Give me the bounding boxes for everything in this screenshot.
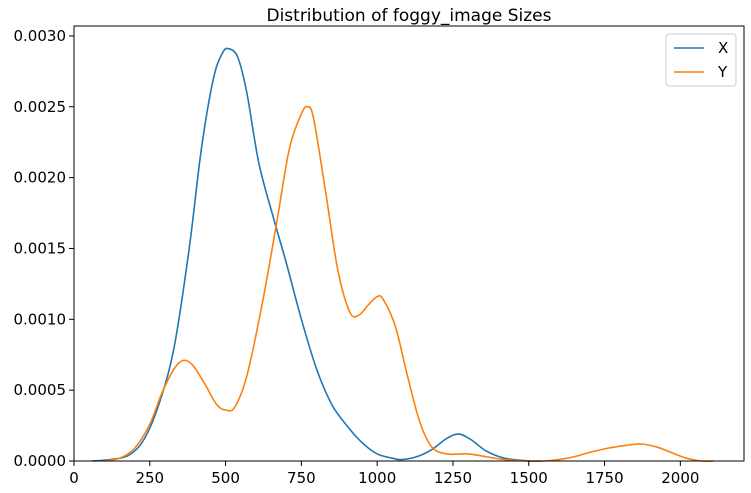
x-tick-label: 1750: [585, 469, 623, 487]
legend-label-y: Y: [717, 63, 728, 81]
axes: 0 250 500 750 1000 1250 1500 1750 2000 0.0000 0.00…: [14, 25, 745, 487]
y-tick-label: 0.0000: [14, 452, 67, 470]
x-tick-label: 1000: [358, 469, 396, 487]
x-tick-label: 500: [211, 469, 240, 487]
y-tick-label: 0.0010: [14, 310, 67, 328]
plot-area: [92, 47, 714, 463]
x-tick-label: 1500: [510, 469, 548, 487]
x-tick-label: 2000: [661, 469, 699, 487]
plot-frame: [73, 25, 745, 462]
legend-label-x: X: [718, 39, 728, 57]
series-line-x: [92, 47, 541, 463]
series-line-y: [104, 105, 714, 463]
y-tick-label: 0.0015: [14, 239, 67, 257]
y-tick-label: 0.0025: [14, 98, 67, 116]
legend: XY: [665, 33, 737, 87]
y-tick-label: 0.0005: [14, 381, 67, 399]
x-tick-label: 0: [69, 469, 79, 487]
y-tick-label: 0.0020: [14, 169, 67, 187]
chart-title: Distribution of foggy_image Sizes: [266, 6, 551, 26]
legend-box: [665, 33, 737, 87]
x-tick-label: 250: [135, 469, 164, 487]
x-tick-label: 1250: [434, 469, 472, 487]
y-tick-label: 0.0030: [14, 27, 67, 45]
x-tick-label: 750: [287, 469, 316, 487]
